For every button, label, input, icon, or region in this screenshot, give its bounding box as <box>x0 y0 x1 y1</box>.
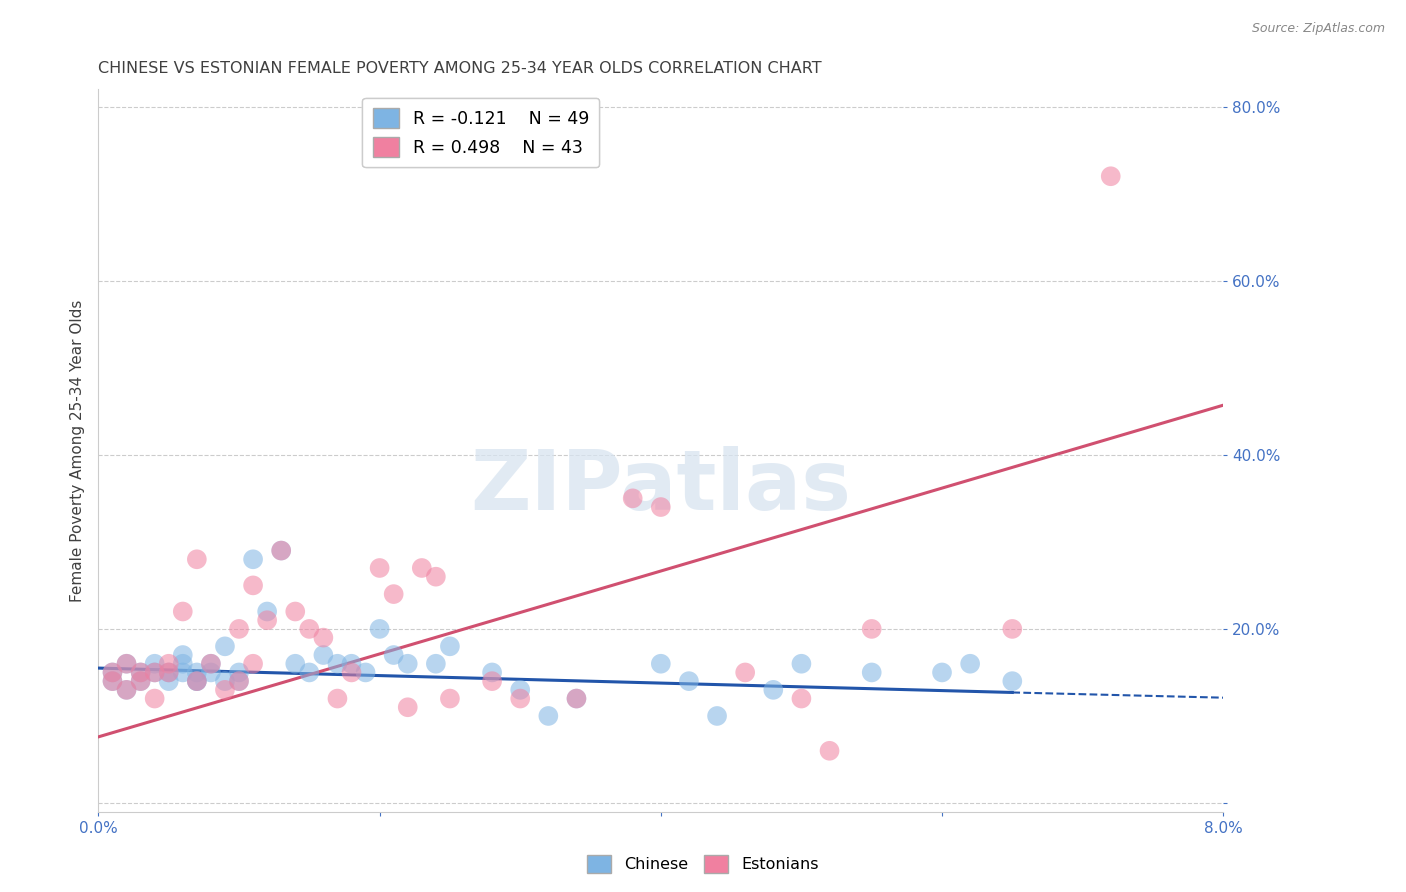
Point <box>481 674 503 689</box>
Point <box>931 665 953 680</box>
Point <box>860 622 883 636</box>
Point <box>270 543 292 558</box>
Point <box>481 665 503 680</box>
Point <box>284 605 307 619</box>
Point <box>1001 622 1024 636</box>
Point <box>157 665 180 680</box>
Point <box>621 491 644 506</box>
Point <box>129 665 152 680</box>
Point <box>101 674 124 689</box>
Point <box>368 561 391 575</box>
Point <box>186 674 208 689</box>
Point <box>228 622 250 636</box>
Point <box>129 674 152 689</box>
Point <box>706 709 728 723</box>
Point <box>186 665 208 680</box>
Point <box>298 665 321 680</box>
Point <box>129 674 152 689</box>
Point <box>242 657 264 671</box>
Point <box>439 691 461 706</box>
Point <box>115 657 138 671</box>
Point <box>1001 674 1024 689</box>
Text: Source: ZipAtlas.com: Source: ZipAtlas.com <box>1251 22 1385 36</box>
Point <box>565 691 588 706</box>
Point <box>425 570 447 584</box>
Point <box>129 665 152 680</box>
Point <box>115 682 138 697</box>
Point <box>200 657 222 671</box>
Point <box>312 648 335 662</box>
Point <box>143 657 166 671</box>
Text: ZIPatlas: ZIPatlas <box>471 446 851 527</box>
Point <box>101 674 124 689</box>
Point <box>115 657 138 671</box>
Point <box>143 665 166 680</box>
Point <box>186 674 208 689</box>
Point <box>354 665 377 680</box>
Point <box>678 674 700 689</box>
Point <box>242 552 264 566</box>
Point <box>368 622 391 636</box>
Point <box>565 691 588 706</box>
Point <box>1099 169 1122 184</box>
Point <box>214 674 236 689</box>
Point <box>256 605 278 619</box>
Point <box>382 648 405 662</box>
Point <box>326 657 349 671</box>
Point <box>411 561 433 575</box>
Point <box>959 657 981 671</box>
Point <box>425 657 447 671</box>
Point <box>537 709 560 723</box>
Point <box>186 674 208 689</box>
Point <box>382 587 405 601</box>
Point <box>228 665 250 680</box>
Point <box>101 665 124 680</box>
Point <box>228 674 250 689</box>
Point <box>312 631 335 645</box>
Point <box>340 665 363 680</box>
Point <box>172 665 194 680</box>
Point <box>396 700 419 714</box>
Point <box>790 691 813 706</box>
Y-axis label: Female Poverty Among 25-34 Year Olds: Female Poverty Among 25-34 Year Olds <box>69 300 84 601</box>
Point <box>762 682 785 697</box>
Legend: Chinese, Estonians: Chinese, Estonians <box>581 848 825 880</box>
Point <box>214 640 236 654</box>
Point <box>509 682 531 697</box>
Point <box>214 682 236 697</box>
Point <box>326 691 349 706</box>
Point <box>650 657 672 671</box>
Point <box>860 665 883 680</box>
Point <box>270 543 292 558</box>
Point <box>734 665 756 680</box>
Point <box>172 657 194 671</box>
Point <box>228 674 250 689</box>
Text: CHINESE VS ESTONIAN FEMALE POVERTY AMONG 25-34 YEAR OLDS CORRELATION CHART: CHINESE VS ESTONIAN FEMALE POVERTY AMONG… <box>98 61 823 76</box>
Point <box>172 648 194 662</box>
Point <box>242 578 264 592</box>
Legend: R = -0.121    N = 49, R = 0.498    N = 43: R = -0.121 N = 49, R = 0.498 N = 43 <box>363 98 599 168</box>
Point <box>101 665 124 680</box>
Point <box>200 657 222 671</box>
Point <box>143 665 166 680</box>
Point <box>186 552 208 566</box>
Point <box>790 657 813 671</box>
Point <box>439 640 461 654</box>
Point <box>650 500 672 514</box>
Point <box>157 674 180 689</box>
Point <box>143 691 166 706</box>
Point <box>172 605 194 619</box>
Point <box>818 744 841 758</box>
Point <box>256 613 278 627</box>
Point <box>284 657 307 671</box>
Point <box>396 657 419 671</box>
Point <box>298 622 321 636</box>
Point <box>157 665 180 680</box>
Point <box>115 682 138 697</box>
Point <box>340 657 363 671</box>
Point <box>200 665 222 680</box>
Point <box>509 691 531 706</box>
Point <box>157 657 180 671</box>
